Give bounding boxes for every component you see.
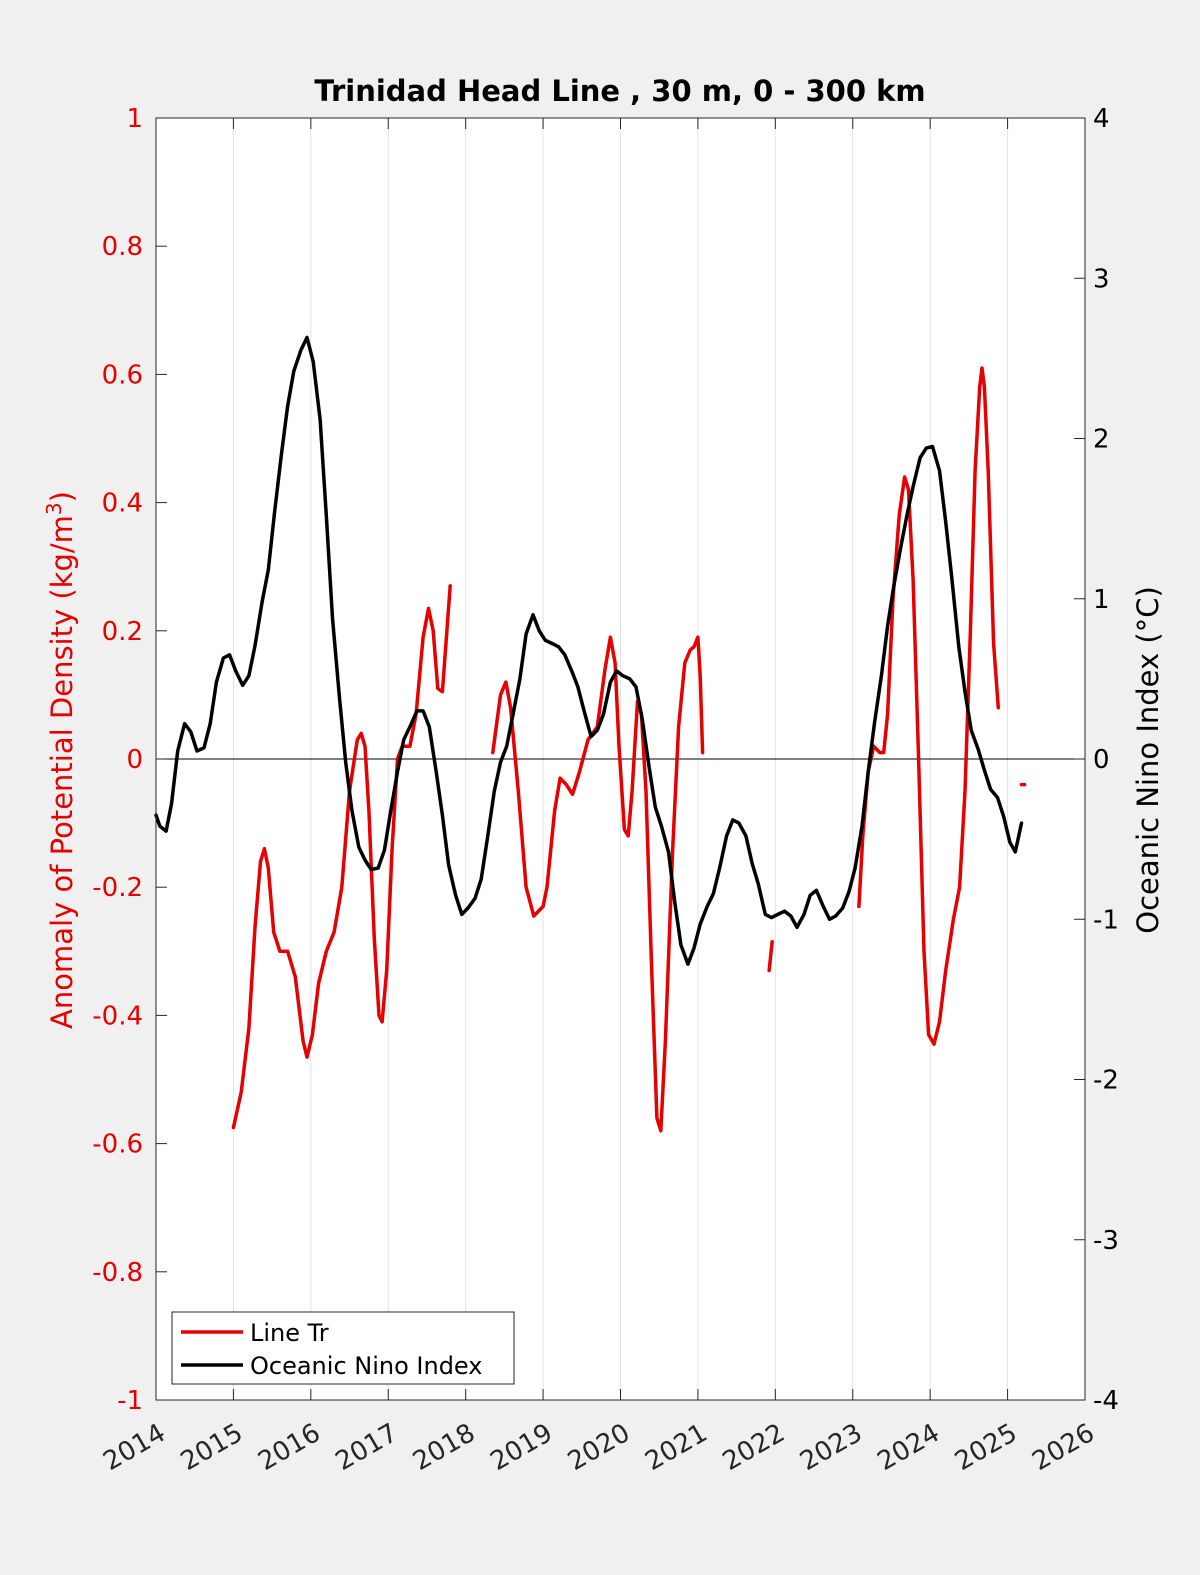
left-y-tick-label: -0.6 <box>92 1130 143 1160</box>
chart-title: Trinidad Head Line , 30 m, 0 - 300 km <box>314 74 925 108</box>
right-y-tick-label: 4 <box>1093 104 1110 134</box>
left-y-axis: 1 0.8 0.6 0.4 0.2 0 -0.2 -0.4 -0.6 -0.8 -1 <box>92 104 167 1416</box>
left-y-tick-label: 0.8 <box>102 232 143 262</box>
series-line-tr-segment-3 <box>767 939 774 973</box>
right-y-tick-label: 1 <box>1093 585 1110 615</box>
left-y-tick-label: -0.8 <box>92 1258 143 1288</box>
right-y-tick-label: 2 <box>1093 425 1110 455</box>
series-line-tr-segment-4 <box>857 366 1001 1046</box>
left-y-tick-label: 0 <box>126 745 143 775</box>
right-y-tick-label: 0 <box>1093 745 1110 775</box>
right-y-tick-label: -4 <box>1093 1386 1119 1416</box>
legend-box <box>171 1311 515 1385</box>
left-y-tick-label: -0.2 <box>92 873 143 903</box>
left-y-tick-label: 0.6 <box>102 360 143 390</box>
right-y-axis: 4 3 2 1 0 -1 -2 -3 -4 <box>1074 104 1119 1416</box>
left-y-tick-label: -0.4 <box>92 1001 143 1031</box>
right-y-tick-label: 3 <box>1093 264 1110 294</box>
right-y-tick-label: -2 <box>1093 1066 1119 1096</box>
left-y-axis-label: Anomaly of Potential Density (kg/m3) <box>42 491 79 1029</box>
left-y-tick-label: 0.2 <box>102 617 143 647</box>
series-oceanic-nino-index-segment-1 <box>154 335 1024 966</box>
left-y-tick-label: -1 <box>117 1386 143 1416</box>
legend-label-oni: Oceanic Nino Index <box>250 1352 482 1380</box>
right-y-axis-label: Oceanic Nino Index (°C) <box>1131 586 1165 934</box>
legend-label-line-tr: Line Tr <box>250 1319 329 1347</box>
legend: Line Tr Oceanic Nino Index <box>171 1311 515 1385</box>
left-y-tick-label: 0.4 <box>102 489 143 519</box>
right-y-tick-label: -1 <box>1093 905 1119 935</box>
right-y-tick-label: -3 <box>1093 1226 1119 1256</box>
series-group <box>154 335 1027 1133</box>
left-y-tick-label: 1 <box>126 104 143 134</box>
series-line-tr-segment-2 <box>491 635 705 1133</box>
